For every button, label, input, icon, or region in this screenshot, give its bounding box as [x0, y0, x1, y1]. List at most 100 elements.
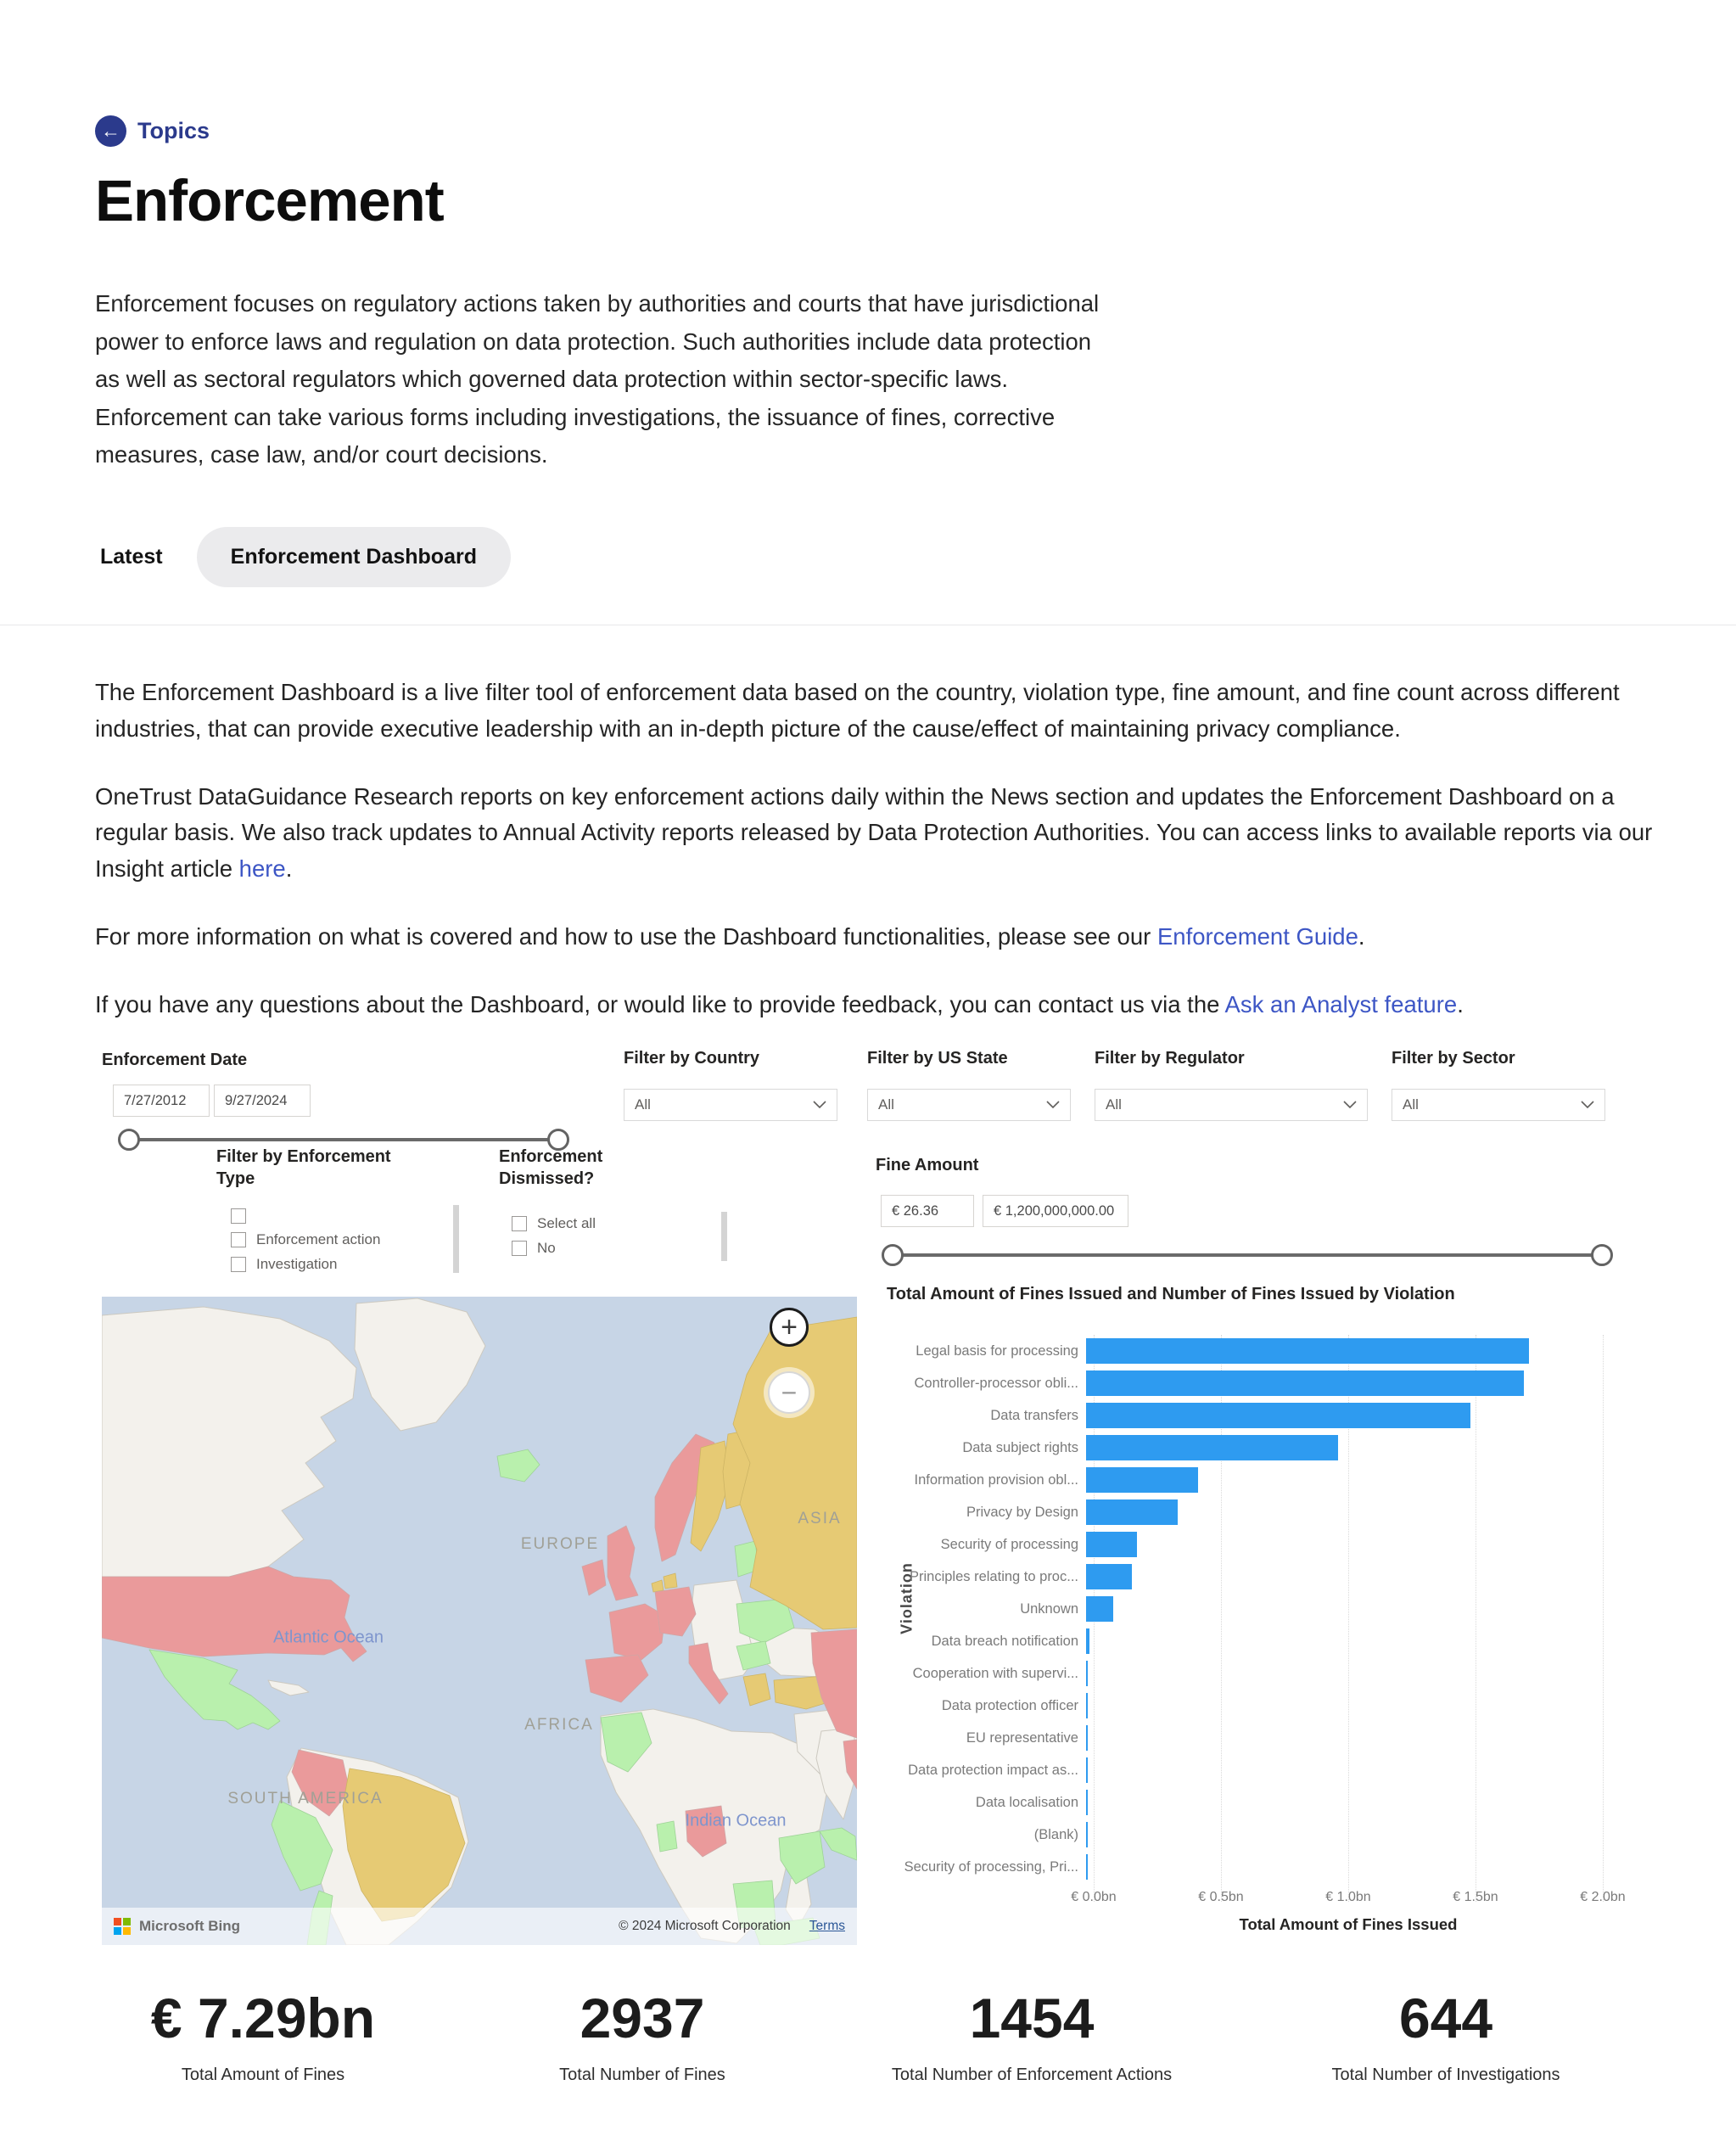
- kpi-label: Total Number of Investigations: [1331, 2066, 1560, 2084]
- chart-bar[interactable]: [1086, 1467, 1198, 1493]
- chart-bar-row: Data protection impact as...: [887, 1754, 1644, 1786]
- date-range-slider[interactable]: [118, 1129, 569, 1151]
- chart-bar[interactable]: [1086, 1564, 1132, 1589]
- tab-enforcement-dashboard[interactable]: Enforcement Dashboard: [196, 526, 511, 587]
- chart-bar-row: Privacy by Design: [887, 1496, 1644, 1528]
- checkbox-icon[interactable]: [231, 1257, 246, 1272]
- chart-bar[interactable]: [1086, 1338, 1529, 1364]
- chart-bar-row: Principles relating to proc...: [887, 1561, 1644, 1593]
- map-terms-link[interactable]: Terms: [809, 1919, 845, 1933]
- fine-slider-handle-max[interactable]: [1591, 1244, 1613, 1266]
- back-to-topics-link[interactable]: ← Topics: [95, 115, 210, 147]
- back-arrow-icon: ←: [95, 115, 126, 147]
- chart-bar[interactable]: [1086, 1435, 1338, 1460]
- chart-category-label: EU representative: [966, 1729, 1078, 1746]
- checkbox-option[interactable]: Select all: [512, 1215, 596, 1232]
- chart-bar[interactable]: [1086, 1725, 1088, 1751]
- filter-dropdown-select[interactable]: All: [1095, 1089, 1368, 1121]
- chart-title: Total Amount of Fines Issued and Number …: [887, 1285, 1455, 1303]
- kpi-stat: 644 Total Number of Investigations: [1276, 1986, 1616, 2085]
- body-paragraph: The Enforcement Dashboard is a live filt…: [95, 678, 1620, 742]
- microsoft-bing-logo: Microsoft Bing: [114, 1918, 240, 1935]
- chart-category-label: Principles relating to proc...: [909, 1568, 1078, 1584]
- kpi-label: Total Number of Fines: [559, 2066, 725, 2084]
- world-map-canvas: [102, 1298, 857, 1945]
- chart-bar-row: Data transfers: [887, 1399, 1644, 1432]
- dismissed-scrollbar[interactable]: [721, 1212, 727, 1261]
- back-link-label: Topics: [137, 118, 210, 143]
- fine-min-input[interactable]: € 26.36: [881, 1195, 974, 1227]
- checkbox-icon[interactable]: [231, 1232, 246, 1247]
- filter-dropdown-label: Filter by Regulator: [1095, 1049, 1245, 1068]
- chart-bar[interactable]: [1086, 1596, 1113, 1622]
- date-slider-track[interactable]: [129, 1138, 558, 1141]
- fine-max-input[interactable]: € 1,200,000,000.00: [983, 1195, 1128, 1227]
- chart-bar-row: Data breach notification: [887, 1625, 1644, 1657]
- filter-dropdown-select[interactable]: All: [1392, 1089, 1605, 1121]
- chart-x-tick: € 2.0bn: [1580, 1890, 1626, 1904]
- checkbox-icon[interactable]: [512, 1241, 527, 1256]
- chart-x-tick: € 0.5bn: [1198, 1890, 1244, 1904]
- page-title: Enforcement: [95, 168, 445, 233]
- fine-slider-handle-min[interactable]: [882, 1244, 904, 1266]
- chart-bar[interactable]: [1086, 1403, 1470, 1428]
- date-end-input[interactable]: 9/27/2024: [214, 1085, 311, 1117]
- chart-gridline: [1348, 1335, 1349, 1902]
- filter-dropdown: Filter by US State All: [867, 1049, 1071, 1121]
- page-header: ← Topics Enforcement Enforcement focuses…: [0, 0, 1736, 587]
- enforcement-type-label: Filter by Enforcement Type: [216, 1147, 391, 1188]
- filter-dropdown: Filter by Sector All: [1392, 1049, 1605, 1121]
- chart-x-tick: € 0.0bn: [1071, 1890, 1117, 1904]
- body-paragraph: OneTrust DataGuidance Research reports o…: [95, 782, 1653, 883]
- chart-category-label: Data subject rights: [962, 1439, 1078, 1455]
- chart-bar[interactable]: [1086, 1370, 1524, 1396]
- tab-latest[interactable]: Latest: [100, 544, 163, 569]
- checkbox-option[interactable]: No: [512, 1240, 596, 1257]
- enforcement-date-label: Enforcement Date: [102, 1051, 248, 1069]
- chart-bar[interactable]: [1086, 1628, 1089, 1654]
- filter-dropdown-select[interactable]: All: [867, 1089, 1071, 1121]
- map-attribution: Microsoft Bing © 2024 Microsoft Corporat…: [102, 1908, 857, 1945]
- chart-bar-row: Legal basis for processing: [887, 1335, 1644, 1367]
- chart-bar[interactable]: [1086, 1693, 1088, 1718]
- microsoft-logo-icon: [114, 1918, 131, 1935]
- map-zoom-out-button[interactable]: −: [768, 1371, 810, 1414]
- map-zoom-in-button[interactable]: +: [770, 1308, 809, 1347]
- date-slider-handle-max[interactable]: [547, 1129, 569, 1151]
- inline-link[interactable]: Ask an Analyst feature: [1224, 991, 1458, 1018]
- chart-category-label: Legal basis for processing: [916, 1342, 1078, 1359]
- checkbox-option[interactable]: [231, 1208, 380, 1224]
- chart-bar[interactable]: [1086, 1854, 1088, 1880]
- checkbox-option[interactable]: Investigation: [231, 1256, 380, 1273]
- fine-range-slider[interactable]: [882, 1244, 1613, 1266]
- enforcement-type-list: Enforcement action Investigation: [231, 1208, 380, 1273]
- fine-slider-track[interactable]: [893, 1253, 1602, 1257]
- chart-plot-area: Violation Legal basis for processing Con…: [887, 1335, 1644, 1902]
- chart-bar[interactable]: [1086, 1790, 1088, 1815]
- chart-bar[interactable]: [1086, 1499, 1178, 1525]
- world-map[interactable]: Atlantic Ocean Indian Ocean EUROPE ASIA …: [102, 1297, 857, 1945]
- date-slider-handle-min[interactable]: [118, 1129, 140, 1151]
- enforcement-type-scrollbar[interactable]: [453, 1205, 459, 1273]
- chart-bar-row: Data subject rights: [887, 1432, 1644, 1464]
- chart-bar[interactable]: [1086, 1661, 1088, 1686]
- kpi-value: € 7.29bn: [150, 1987, 376, 2049]
- chart-bar[interactable]: [1086, 1532, 1137, 1557]
- chart-bar[interactable]: [1086, 1757, 1088, 1783]
- filter-dropdown-label: Filter by Sector: [1392, 1049, 1515, 1068]
- checkbox-option[interactable]: Enforcement action: [231, 1231, 380, 1248]
- inline-link[interactable]: here: [238, 855, 286, 883]
- filter-dropdown-select[interactable]: All: [624, 1089, 837, 1121]
- chevron-down-icon: [1581, 1101, 1594, 1109]
- date-start-input[interactable]: 7/27/2012: [113, 1085, 210, 1117]
- dashboard-description: The Enforcement Dashboard is a live filt…: [0, 625, 1736, 1023]
- chart-gridline: [1221, 1335, 1222, 1902]
- chart-category-label: Security of processing: [940, 1536, 1078, 1552]
- inline-link[interactable]: Enforcement Guide: [1156, 923, 1358, 950]
- chart-bar[interactable]: [1086, 1822, 1088, 1847]
- filter-dropdown: Filter by Regulator All: [1095, 1049, 1368, 1121]
- checkbox-icon[interactable]: [512, 1216, 527, 1231]
- chart-category-label: Privacy by Design: [966, 1504, 1078, 1520]
- checkbox-icon[interactable]: [231, 1208, 246, 1224]
- chart-bar-row: Security of processing, Pri...: [887, 1851, 1644, 1883]
